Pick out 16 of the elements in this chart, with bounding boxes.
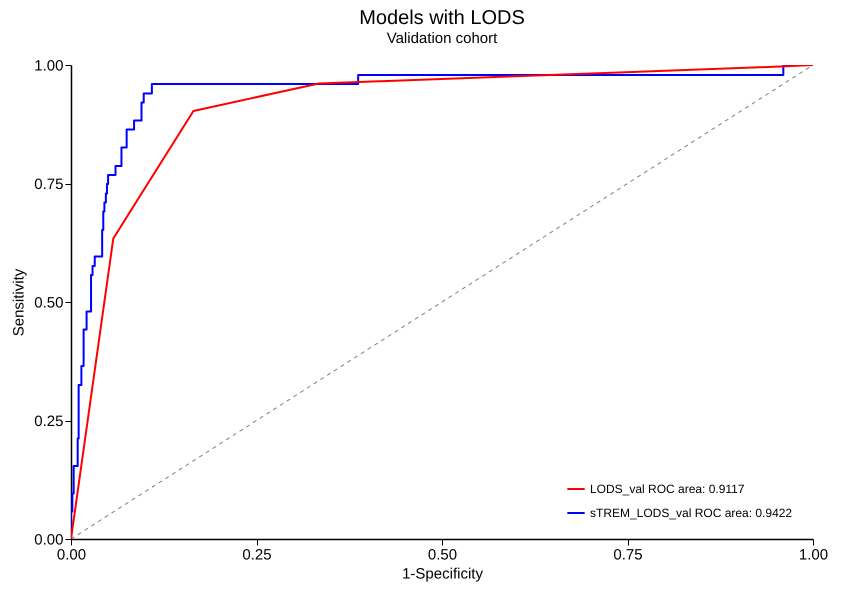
y-tick-label: 0.00 — [34, 532, 64, 548]
x-tick-label: 0.50 — [428, 546, 458, 564]
x-tick-label: 0.75 — [613, 546, 643, 564]
chart-title: Models with LODS — [359, 7, 525, 29]
y-axis-title: Sensitivity — [10, 268, 28, 336]
y-tick-label: 0.50 — [34, 294, 64, 312]
y-tick-label: 0.75 — [34, 176, 64, 193]
x-tick-label: 0.00 — [56, 546, 86, 564]
y-tick-label: 1.00 — [34, 58, 64, 74]
x-tick-label: 1.00 — [798, 546, 828, 564]
legend-label: LODS_val ROC area: 0.9117 — [590, 482, 745, 496]
chart-subtitle: Validation cohort — [386, 30, 498, 47]
x-tick-label: 0.25 — [242, 546, 272, 564]
legend-label: sTREM_LODS_val ROC area: 0.9422 — [590, 506, 792, 520]
y-tick-label: 0.25 — [34, 413, 64, 430]
x-axis-title: 1-Specificity — [402, 566, 484, 582]
